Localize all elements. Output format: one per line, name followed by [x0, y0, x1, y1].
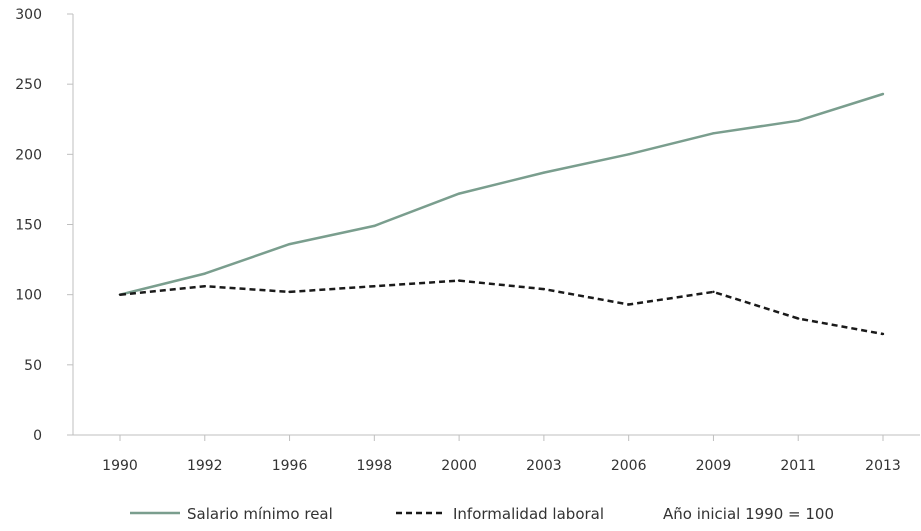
y-tick-label: 250 [15, 77, 42, 93]
series-1-point [373, 285, 376, 288]
x-tick-label: 2000 [441, 458, 477, 474]
x-tick-label: 1998 [357, 458, 393, 474]
y-tick-label: 50 [24, 358, 42, 374]
y-ticks: 0 50 100 150 200 250 300 [15, 7, 73, 444]
legend: Salario mínimo real Informalidad laboral… [130, 505, 834, 523]
legend-note: Año inicial 1990 = 100 [663, 505, 834, 523]
series-0-point [712, 132, 715, 135]
y-tick-label: 0 [33, 428, 42, 444]
x-tick-label: 2011 [780, 458, 816, 474]
series-1-point [457, 279, 461, 282]
series-line-1 [119, 279, 884, 336]
series-line-0 [119, 92, 884, 296]
series-0-point [627, 153, 630, 156]
series-1-point [712, 290, 715, 294]
series-1-point [203, 285, 206, 288]
x-tick-label: 1996 [272, 458, 308, 474]
x-ticks: 1990 1992 1996 1998 2000 2003 2006 2009 2011 2013 [102, 435, 901, 474]
series-0-point [542, 171, 546, 174]
legend-label-informalidad: Informalidad laboral [453, 505, 604, 523]
x-tick-label: 2003 [526, 458, 562, 474]
series-1-point [797, 317, 800, 320]
y-tick-label: 300 [15, 7, 42, 23]
series-1-point [627, 303, 630, 306]
series-0-point [881, 92, 885, 96]
series-0-point [203, 272, 206, 275]
x-tick-label: 2009 [696, 458, 732, 474]
series-1-point [881, 332, 885, 336]
series-1-point [542, 287, 546, 291]
y-tick-label: 200 [15, 147, 42, 163]
series-0-point [373, 224, 376, 228]
series-0-point [457, 192, 461, 195]
series-0-point [288, 242, 291, 246]
y-tick-label: 100 [15, 288, 42, 304]
x-tick-label: 2006 [611, 458, 647, 474]
x-tick-label: 2013 [865, 458, 901, 474]
series-1-point [118, 293, 122, 296]
x-tick-label: 1990 [102, 458, 138, 474]
series-layer [118, 92, 885, 336]
y-tick-label: 150 [15, 218, 42, 234]
series-0-point [797, 119, 800, 122]
series-1-point [288, 290, 291, 294]
axes [72, 14, 920, 436]
legend-label-salario: Salario mínimo real [187, 505, 333, 523]
x-tick-label: 1992 [187, 458, 223, 474]
